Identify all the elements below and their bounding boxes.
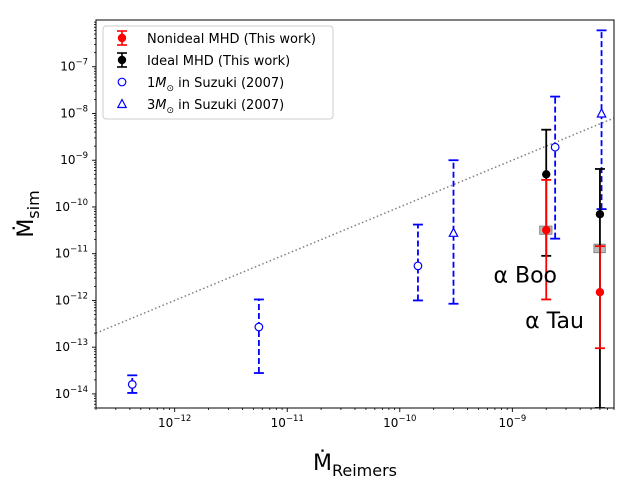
y-tick-label: 10−13 — [55, 338, 88, 354]
legend-nonideal-marker — [117, 33, 127, 43]
suzuki-1msun-point — [127, 379, 137, 389]
legend-box — [102, 25, 334, 120]
x-tick-label: 10−9 — [498, 414, 526, 430]
y-tick-label: 10−11 — [55, 245, 88, 261]
ideal-mhd-point — [595, 210, 605, 219]
legend-suzuki-1msun-marker — [117, 77, 127, 87]
nonideal-mhd-point — [542, 225, 551, 235]
y-tick-label: 10−9 — [60, 151, 88, 167]
major-ticks: 10−12 10−11 10−10 10−9 10−14 10−13 10−12 10−11 1… — [55, 58, 526, 430]
x-axis-label: ṀReimers — [313, 450, 397, 480]
x-tick-label: 10−12 — [158, 414, 191, 430]
star-label: α Boo — [493, 264, 557, 289]
x-tick-label: 10−10 — [383, 414, 416, 430]
y-tick-label: 10−14 — [55, 385, 88, 401]
legend-ideal-marker — [117, 55, 127, 65]
legend-ideal-label: Ideal MHD (This work) — [147, 54, 290, 69]
y-tick-label: 10−8 — [60, 104, 88, 120]
suzuki-1msun-point — [254, 322, 264, 332]
y-tick-label: 10−7 — [60, 58, 88, 74]
legend-suzuki-3msun-label: 3M⊙ in Suzuki (2007) — [147, 98, 284, 116]
ideal-mhd-point — [542, 170, 551, 179]
suzuki-3msun-point — [596, 107, 607, 118]
suzuki-3msun-point — [448, 227, 459, 237]
y-tick-label: 10−10 — [55, 198, 88, 214]
plot-frame — [95, 19, 615, 409]
y-axis-label: Ṁsim — [13, 190, 43, 237]
legend-nonideal-label: Nonideal MHD (This work) — [147, 32, 316, 47]
suzuki-1msun-point — [550, 142, 560, 152]
annotations: α Boo α Tau — [493, 264, 583, 334]
reference-line — [96, 117, 614, 334]
legend: Nonideal MHD (This work) Ideal MHD (This … — [102, 25, 334, 120]
legend-suzuki-3msun-marker — [116, 98, 128, 109]
x-tick-label: 10−11 — [271, 414, 304, 430]
plot-area — [96, 29, 614, 408]
nonideal-mhd-point — [595, 288, 605, 297]
legend-suzuki-1msun-label: 1M⊙ in Suzuki (2007) — [147, 76, 284, 94]
star-label: α Tau — [525, 309, 584, 334]
y-tick-label: 10−12 — [55, 291, 88, 307]
suzuki-1msun-point — [413, 261, 423, 271]
